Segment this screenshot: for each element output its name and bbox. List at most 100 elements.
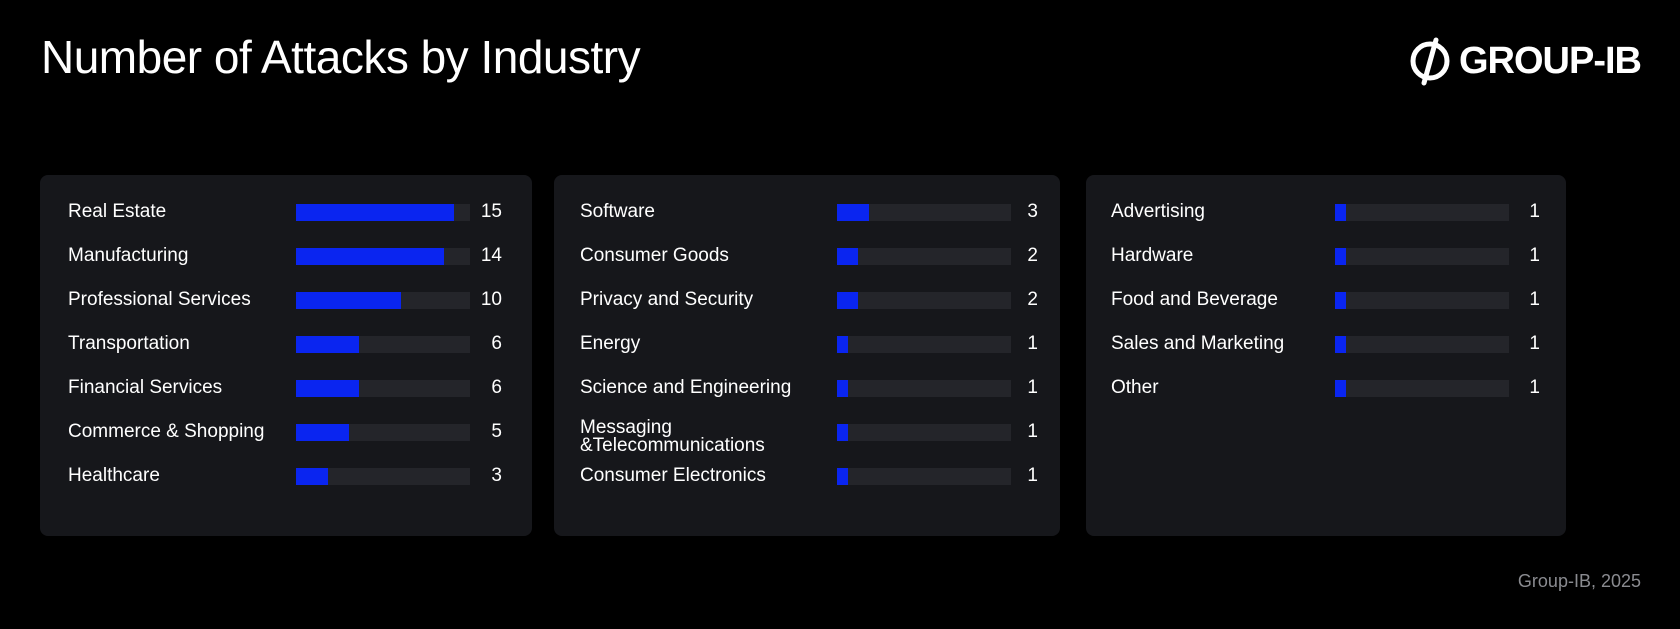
category-label: Consumer Goods [580,245,729,266]
bar [1335,380,1346,397]
value-label: 1 [1529,245,1540,266]
value-label: 1 [1027,333,1038,354]
value-label: 1 [1529,333,1540,354]
bar [1335,292,1346,309]
category-label: Real Estate [68,201,167,222]
bar-row: Professional Services 10 [40,289,532,323]
bar [837,248,859,265]
bar-track [296,380,470,397]
value-label: 14 [480,245,502,266]
value-label: 1 [1027,377,1038,398]
bar [837,204,869,221]
bar [296,292,402,309]
category-label: Advertising [1111,201,1205,222]
bar-row: Financial Services 6 [40,377,532,411]
category-label: Manufacturing [68,245,189,266]
category-label: Professional Services [68,289,251,310]
value-label: 6 [491,377,502,398]
bar [837,336,848,353]
bar [296,468,328,485]
category-label: Other [1111,377,1159,398]
bar [296,424,349,441]
value-label: 10 [480,289,502,310]
bar [1335,248,1346,265]
value-label: 1 [1529,201,1540,222]
value-label: 2 [1027,289,1038,310]
category-label: Commerce & Shopping [68,421,265,442]
bar-track [296,248,470,265]
value-label: 1 [1529,377,1540,398]
category-label: Financial Services [68,377,223,398]
bar-row: Consumer Goods 2 [554,245,1060,279]
group-ib-logo-icon [1410,37,1450,86]
category-label: Healthcare [68,465,160,486]
bar-track [837,468,1011,485]
value-label: 3 [1027,201,1038,222]
category-label: Privacy and Security [580,289,754,310]
bar-row: Science and Engineering 1 [554,377,1060,411]
group-ib-logo: GROUP-IB [1409,36,1642,86]
category-label: Consumer Electronics [580,465,766,486]
bar-track [1335,336,1509,353]
bar-row: Software 3 [554,201,1060,235]
chart-panel-2: Software 3 Consumer Goods 2 Privacy and Secu… [554,175,1060,536]
bar [296,204,455,221]
bar [837,468,848,485]
bar-track [1335,292,1509,309]
category-label: Hardware [1111,245,1194,266]
value-label: 6 [491,333,502,354]
source-note: Group-IB, 2025 [1517,571,1641,591]
bar-row: Sales and Marketing 1 [1086,333,1566,367]
value-label: 1 [1529,289,1540,310]
bar-track [837,380,1011,397]
bar-track [837,424,1011,441]
bar [1335,336,1346,353]
category-label: Software [580,201,655,222]
bar-row: Advertising 1 [1086,201,1566,235]
bar-track [837,336,1011,353]
category-label: Sales and Marketing [1111,333,1285,354]
value-label: 1 [1027,421,1038,442]
bar-track [296,292,470,309]
bar-track [296,468,470,485]
bar-track [837,248,1011,265]
bar-track [837,204,1011,221]
bar-row: Commerce & Shopping 5 [40,421,532,455]
bar-track [296,336,470,353]
bar-track [1335,204,1509,221]
bar-row: Messaging &Telecommunications 1 [554,418,1060,455]
bar-row: Real Estate 15 [40,201,532,235]
value-label: 5 [491,421,502,442]
bar [837,424,848,441]
bar-track [837,292,1011,309]
category-label: Transportation [68,333,190,354]
bar-row: Privacy and Security 2 [554,289,1060,323]
category-label: Science and Engineering [580,377,792,398]
bar-row: Healthcare 3 [40,465,532,499]
chart-panel-1: Real Estate 15 Manufacturing 14 Professional… [40,175,532,536]
category-label: Energy [580,333,641,354]
bar-row: Manufacturing 14 [40,245,532,279]
bar-track [296,424,470,441]
value-label: 3 [491,465,502,486]
chart-panel-3: Advertising 1 Hardware 1 Food and Beverage 1 S… [1086,175,1566,536]
bar [837,292,859,309]
bar-row: Food and Beverage 1 [1086,289,1566,323]
bar [296,336,360,353]
logo-text: GROUP-IB [1459,39,1642,82]
bar-row: Transportation 6 [40,333,532,367]
bar [296,380,360,397]
bar-row: Energy 1 [554,333,1060,367]
bar [837,380,848,397]
bar-row: Other 1 [1086,377,1566,411]
chart-title: Number of Attacks by Industry [41,31,641,83]
value-label: 2 [1027,245,1038,266]
bar-track [1335,248,1509,265]
value-label: 1 [1027,465,1038,486]
bar-track [1335,380,1509,397]
value-label: 15 [480,201,502,222]
bar-track [296,204,470,221]
bar-row: Consumer Electronics 1 [554,465,1060,499]
bar [1335,204,1346,221]
bar-row: Hardware 1 [1086,245,1566,279]
